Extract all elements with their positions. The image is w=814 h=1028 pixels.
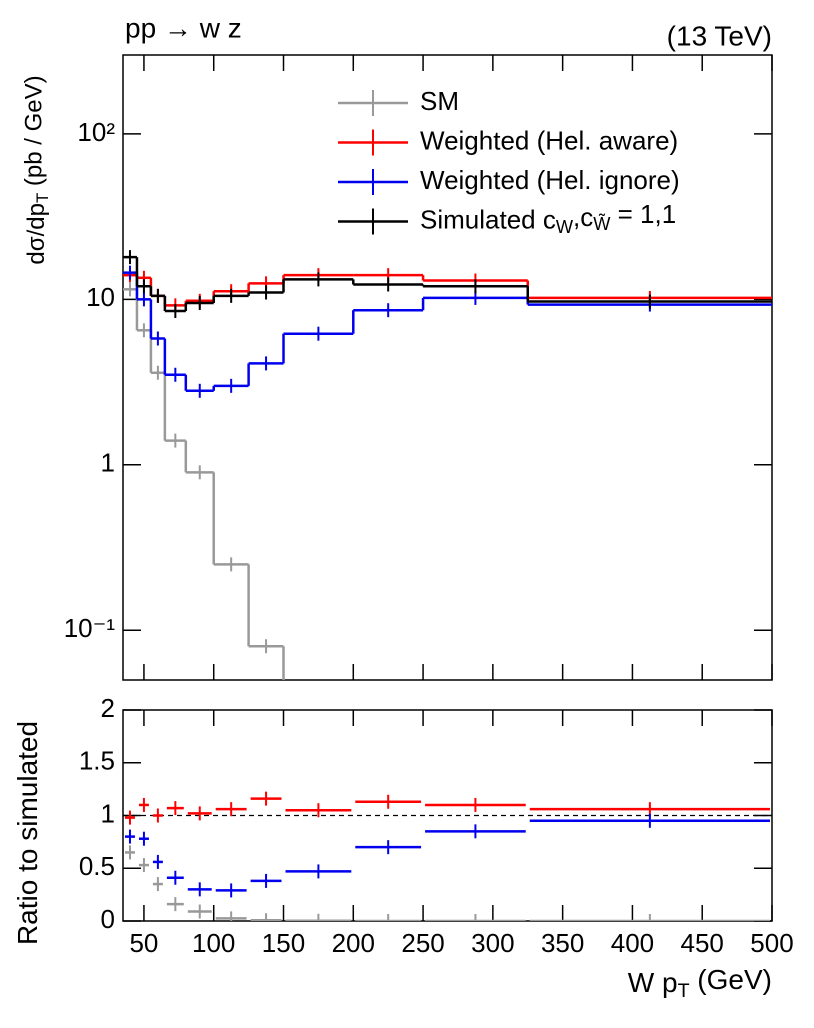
y-tick-label: 0: [101, 904, 115, 934]
x-tick-label: 300: [471, 928, 514, 958]
y-tick-label: 10: [86, 282, 115, 312]
legend-label: Weighted (Hel. ignore): [420, 165, 680, 195]
y-tick-label: 1.5: [79, 746, 115, 776]
legend-label: Simulated cW,cW̃ = 1,1: [420, 199, 676, 237]
x-axis-label: W pT (GeV): [628, 964, 772, 1002]
y-axis-label-part: T: [33, 193, 52, 203]
x-tick-label: 350: [541, 928, 584, 958]
y-tick-label: 2: [101, 693, 115, 723]
y-tick-label: 1: [101, 798, 115, 828]
x-tick-label: 500: [750, 928, 793, 958]
chart-title: pp → w z: [125, 12, 242, 43]
x-tick-label: 150: [262, 928, 305, 958]
x-tick-label: 100: [192, 928, 235, 958]
x-tick-label: 250: [401, 928, 444, 958]
plot-area: [125, 791, 770, 921]
x-tick-label: 50: [129, 928, 158, 958]
x-tick-label: 400: [611, 928, 654, 958]
y-tick-label: 10²: [77, 117, 115, 147]
chart-subtitle: (13 TeV): [667, 20, 772, 51]
y-axis-label-part: Ratio to simulated: [12, 721, 43, 945]
y-tick-label: 10⁻¹: [64, 613, 116, 643]
x-tick-label: 450: [681, 928, 724, 958]
y-tick-label: 1: [101, 448, 115, 478]
x-axis-label-part: W p: [628, 967, 678, 998]
legend-label-part: = 1,1: [610, 199, 676, 229]
legend-label-part: Simulated c: [420, 204, 556, 234]
legend-label: SM: [420, 86, 459, 116]
y-axis-label-part: dσ/dp: [23, 203, 50, 265]
y-axis-label-part: (pb / GeV): [21, 75, 48, 192]
legend-label-part: W̃: [593, 213, 611, 234]
legend-label-part: W: [556, 217, 574, 237]
x-tick-label: 200: [332, 928, 375, 958]
x-axis-label-part: (GeV): [690, 964, 772, 995]
x-axis-label-part: T: [678, 980, 690, 1002]
y-tick-label: 0.5: [79, 851, 115, 881]
plot-area: [123, 250, 772, 680]
legend-label: Weighted (Hel. aware): [420, 125, 678, 155]
legend-label-part: ,c: [573, 202, 593, 232]
y-axis-label: Ratio to simulated: [12, 721, 43, 945]
y-axis-label: dσ/dpT (pb / GeV): [21, 75, 52, 264]
plot-frame: [122, 54, 773, 681]
